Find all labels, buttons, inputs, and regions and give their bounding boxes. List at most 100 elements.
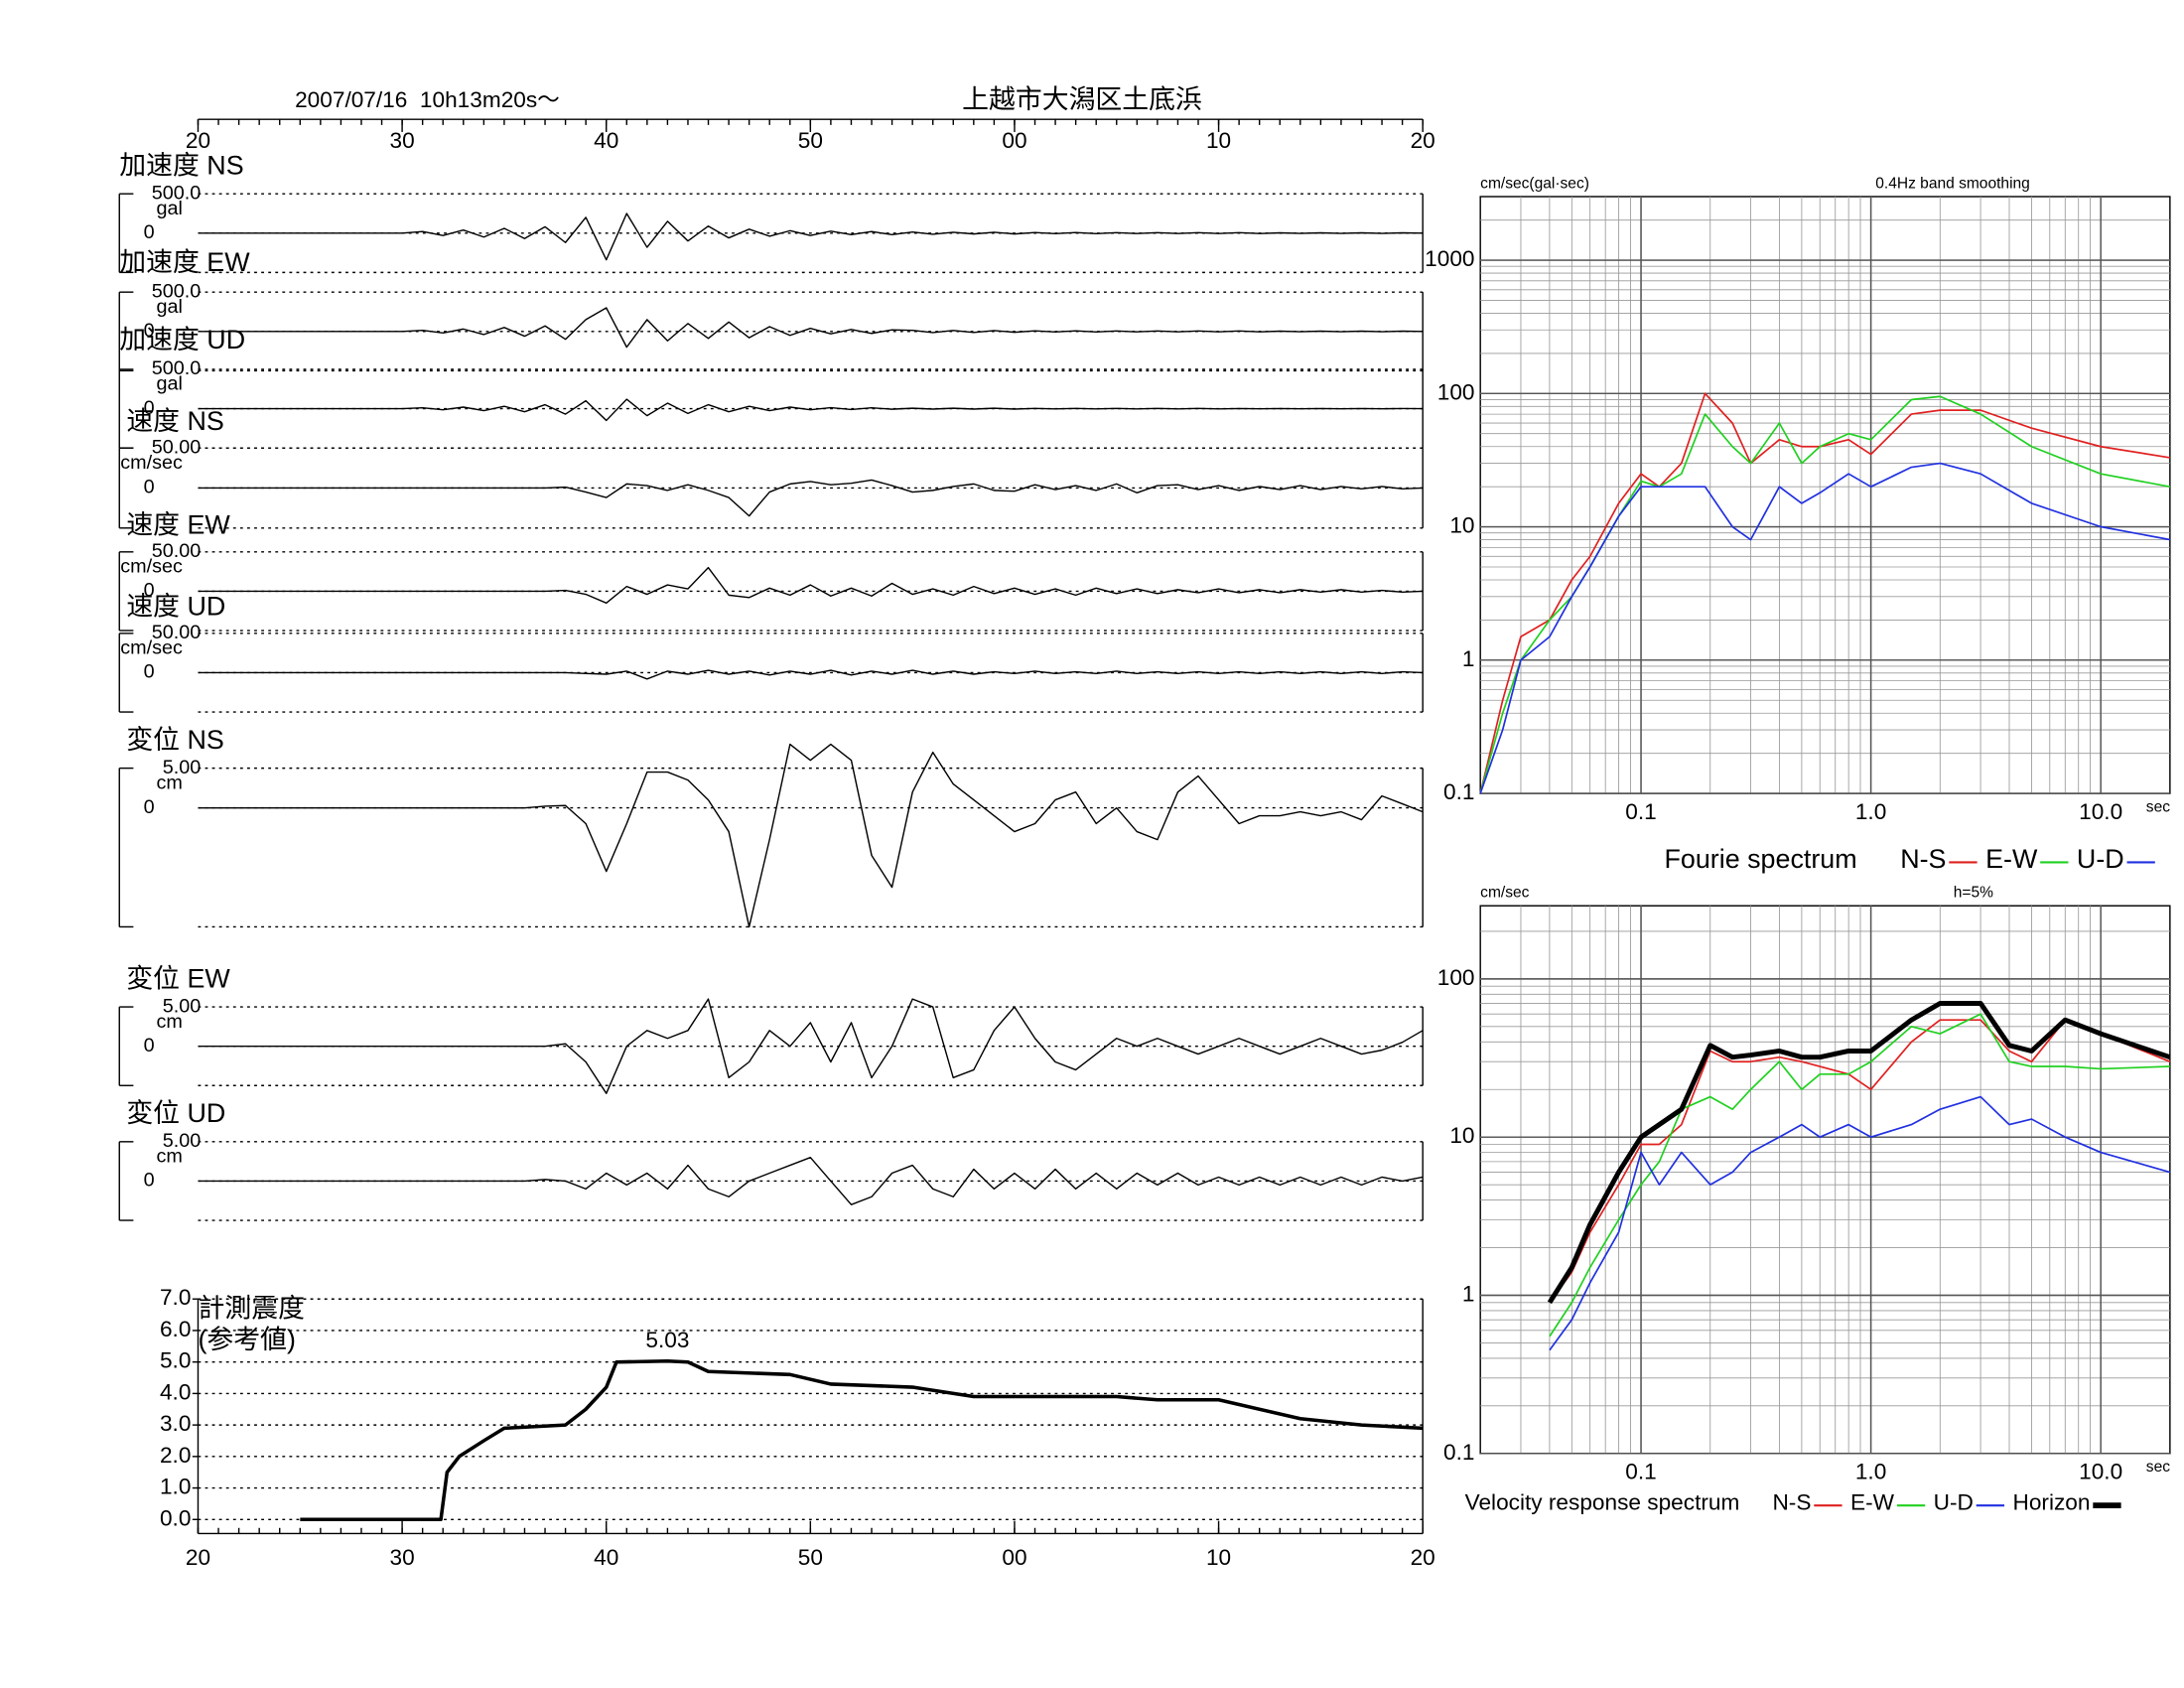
data-line xyxy=(198,566,1424,605)
plot-frame xyxy=(1479,905,2171,1455)
intensity-subtitle: (参考値) xyxy=(198,1325,295,1354)
panel-title: 変位 UD xyxy=(126,1098,225,1128)
x-tick-label: 50 xyxy=(798,128,823,153)
data-line xyxy=(198,1156,1424,1205)
data-line xyxy=(198,307,1424,349)
y-tick-label: 50.00 xyxy=(152,622,202,643)
y-tick-label: 3.0 xyxy=(160,1411,191,1436)
datetime: 2007/07/16 10h13m20s〜 xyxy=(295,87,560,112)
station: 上越市大潟区土底浜 xyxy=(962,84,1202,114)
y-tick-label: 50.00 xyxy=(152,436,202,458)
legend-label: Horizon xyxy=(2013,1490,2091,1515)
unit-label: cm/sec xyxy=(120,452,183,474)
data-line xyxy=(198,479,1424,517)
x-tick-label: 1.0 xyxy=(1855,1460,1886,1484)
y-tick-label: 4.0 xyxy=(160,1379,191,1404)
legend-title: Fourie spectrum xyxy=(1665,844,1857,874)
x-tick-label: 30 xyxy=(390,1545,415,1570)
y-tick-label: 500.0 xyxy=(152,182,202,204)
y-tick-label: 6.0 xyxy=(160,1317,191,1341)
peak-annotation: 5.03 xyxy=(645,1328,689,1352)
y-tick-label: 0 xyxy=(144,580,155,602)
data-line xyxy=(1547,1001,2171,1305)
data-line xyxy=(300,1358,1424,1522)
unit-label: cm xyxy=(157,1146,183,1168)
y-tick-label: 0.1 xyxy=(1443,1440,1474,1465)
y-tick-label: 0 xyxy=(144,397,155,419)
y-tick-label: 1 xyxy=(1462,1281,1475,1306)
panel-title: 変位 EW xyxy=(126,963,230,993)
y-tick-label: 7.0 xyxy=(160,1285,191,1310)
y-tick-label: 10 xyxy=(1449,513,1474,538)
panel-title: 速度 UD xyxy=(126,591,225,621)
y-tick-label: 100 xyxy=(1437,965,1475,990)
data-line xyxy=(1479,395,2171,794)
data-line xyxy=(198,669,1424,680)
y-tick-label: 0 xyxy=(144,1035,155,1056)
panel-title: 速度 NS xyxy=(126,406,224,436)
data-line xyxy=(1479,462,2171,794)
y-tick-label: 50.00 xyxy=(152,540,202,562)
x-axis-label: sec xyxy=(2146,798,2170,815)
x-tick-label: 40 xyxy=(594,128,618,153)
y-tick-label: 500.0 xyxy=(152,357,202,379)
unit-label: gal xyxy=(156,198,182,219)
x-tick-label: 20 xyxy=(1411,1545,1435,1570)
legend-title: Velocity response spectrum xyxy=(1465,1490,1740,1515)
y-tick-label: 5.00 xyxy=(163,995,202,1017)
x-tick-label: 50 xyxy=(798,1545,823,1570)
y-tick-label: 0 xyxy=(144,1170,155,1192)
y-tick-label: 0.1 xyxy=(1443,779,1474,804)
x-tick-label: 10.0 xyxy=(2079,799,2122,824)
data-line xyxy=(1479,392,2170,794)
x-tick-label: 0.1 xyxy=(1625,1460,1656,1484)
x-tick-label: 20 xyxy=(186,1545,210,1570)
y-tick-label: 5.00 xyxy=(163,1130,202,1152)
y-tick-label: 5.0 xyxy=(160,1348,191,1373)
y-tick-label: 0 xyxy=(144,661,155,683)
y-tick-label: 0 xyxy=(144,477,155,498)
x-tick-label: 20 xyxy=(1411,128,1435,153)
y-tick-label: 1000 xyxy=(1425,246,1474,271)
unit-label: cm xyxy=(157,772,183,793)
x-tick-label: 40 xyxy=(594,1545,618,1570)
x-tick-label: 20 xyxy=(186,128,210,153)
plot-frame xyxy=(1479,196,2171,794)
note: h=5% xyxy=(1954,885,1993,902)
y-axis-label: cm/sec(gal·sec) xyxy=(1480,175,1589,192)
panel-title: 変位 NS xyxy=(126,725,224,755)
unit-label: cm xyxy=(157,1011,183,1033)
x-tick-label: 10 xyxy=(1206,1545,1231,1570)
legend-label: U-D xyxy=(1934,1490,1974,1515)
y-tick-label: 2.0 xyxy=(160,1443,191,1468)
x-tick-label: 10.0 xyxy=(2079,1460,2122,1484)
y-tick-label: 5.00 xyxy=(163,757,202,778)
x-tick-label: 00 xyxy=(1002,1545,1026,1570)
y-tick-label: 1 xyxy=(1462,646,1475,671)
y-tick-label: 10 xyxy=(1449,1123,1474,1148)
panel-title: 速度 EW xyxy=(126,509,230,539)
intensity-title: 計測震度 xyxy=(198,1294,304,1324)
legend-label: N-S xyxy=(1900,844,1946,874)
panel-title: 加速度 NS xyxy=(119,150,243,180)
x-tick-label: 10 xyxy=(1206,128,1231,153)
y-tick-label: 1.0 xyxy=(160,1475,191,1499)
x-tick-label: 00 xyxy=(1002,128,1026,153)
y-tick-label: 0 xyxy=(144,796,155,818)
x-tick-label: 1.0 xyxy=(1855,799,1886,824)
y-tick-label: 500.0 xyxy=(152,280,202,302)
x-tick-label: 0.1 xyxy=(1625,799,1656,824)
y-tick-label: 100 xyxy=(1437,379,1475,404)
legend-label: E-W xyxy=(1850,1490,1895,1515)
data-line xyxy=(198,743,1424,928)
data-line xyxy=(198,212,1424,261)
data-line xyxy=(198,398,1424,422)
x-tick-label: 30 xyxy=(390,128,415,153)
legend-label: E-W xyxy=(1985,844,2038,874)
unit-label: cm/sec xyxy=(120,556,183,578)
y-tick-label: 0 xyxy=(144,320,155,342)
data-line xyxy=(1549,1019,2171,1304)
x-axis-label: sec xyxy=(2146,1459,2170,1476)
panel-title: 加速度 EW xyxy=(119,247,250,277)
